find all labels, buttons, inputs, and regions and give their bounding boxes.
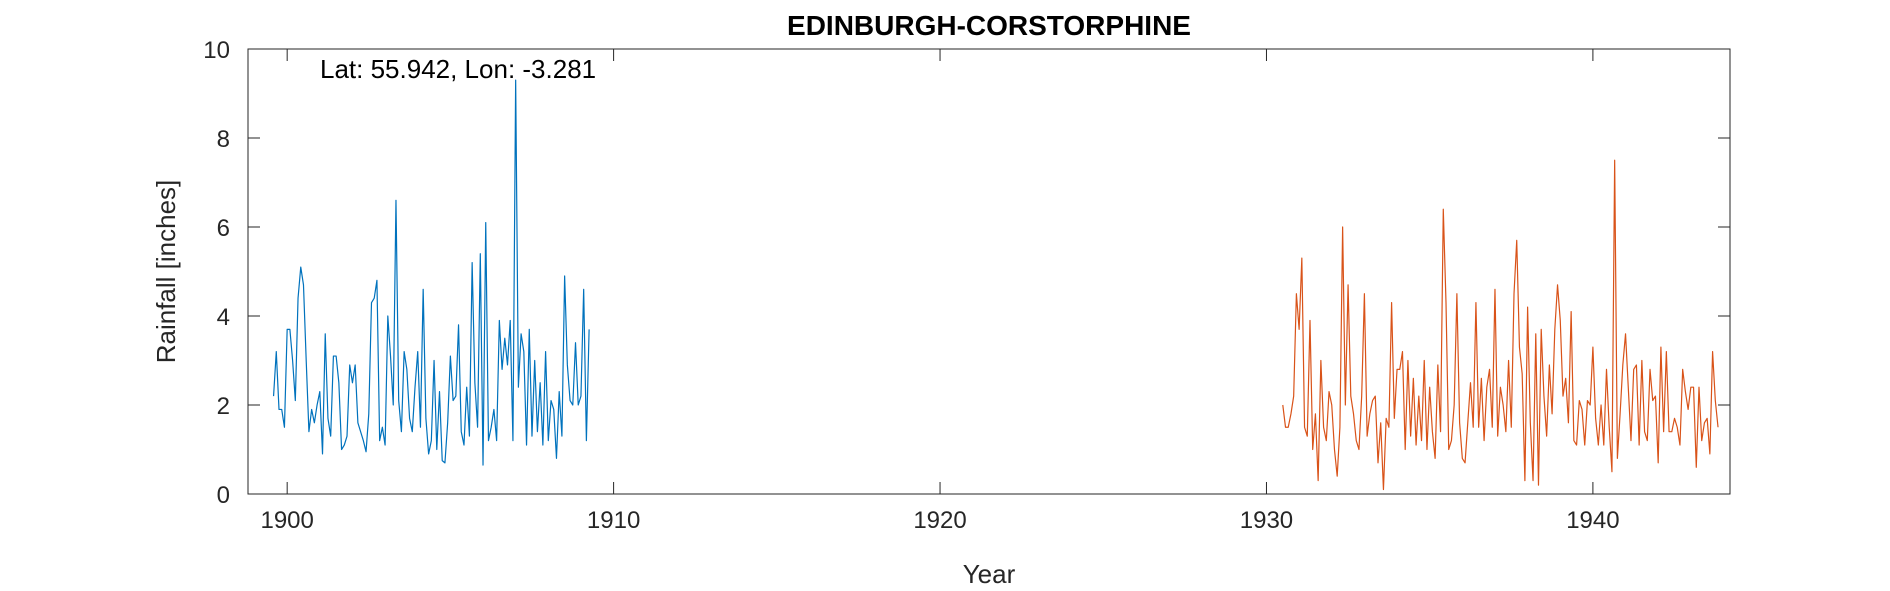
y-tick-label: 0 xyxy=(217,482,230,509)
rainfall-series-line-2 xyxy=(1282,159,1719,491)
y-tick-label: 4 xyxy=(217,304,230,331)
plot-axes-box xyxy=(247,48,1731,495)
series-layer xyxy=(272,79,1719,491)
y-axis-label: Rainfall [inches] xyxy=(151,180,181,364)
y-tick-label: 8 xyxy=(217,126,230,153)
x-tick-label: 1900 xyxy=(260,507,313,534)
x-tick-label: 1940 xyxy=(1566,507,1619,534)
x-tick-label: 1910 xyxy=(587,507,640,534)
y-tick-label: 10 xyxy=(203,37,230,64)
chart-title: EDINBURGH-CORSTORPHINE xyxy=(787,10,1191,41)
x-tick-label: 1920 xyxy=(913,507,966,534)
rainfall-series-line-1 xyxy=(272,79,590,466)
x-tick-label: 1930 xyxy=(1240,507,1293,534)
tick-layer: 1900 1910 1920 1930 1940 0 2 4 6 8 10 xyxy=(203,37,1730,534)
y-tick-label: 6 xyxy=(217,215,230,242)
station-coordinates-annotation: Lat: 55.942, Lon: -3.281 xyxy=(320,54,596,84)
x-axis-label: Year xyxy=(963,559,1016,589)
y-tick-label: 2 xyxy=(217,393,230,420)
